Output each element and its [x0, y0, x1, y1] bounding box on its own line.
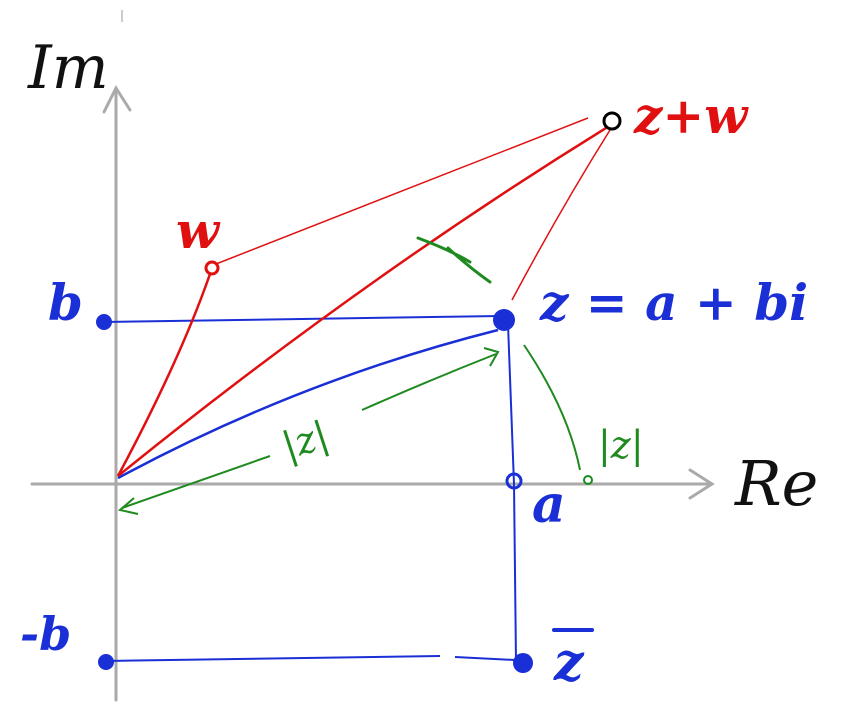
b-horizontal-line — [103, 315, 501, 323]
w-to-zw-line — [215, 117, 589, 265]
label-abs-z-axis: |z| — [598, 423, 644, 467]
label-w: w — [176, 201, 221, 260]
abs-arc — [523, 344, 581, 471]
point-z-plus-w — [602, 111, 622, 131]
point-abs-z — [583, 475, 593, 485]
point-a — [505, 472, 523, 490]
label-abs-z-diagonal: |z| — [277, 412, 334, 468]
label-z-conjugate: z — [553, 632, 585, 693]
minus-b-horizontal-line-left — [105, 655, 441, 662]
label-a: a — [532, 474, 566, 535]
z-plus-w-vector — [117, 126, 607, 477]
perpendicular-tick-mark — [416, 236, 492, 284]
point-b — [96, 314, 112, 330]
z-vector — [117, 328, 499, 480]
abs-arrow-lower — [121, 455, 271, 509]
re-axis-label: Re — [734, 447, 818, 520]
point-w — [204, 260, 220, 276]
im-axis-label: Im — [27, 33, 109, 103]
abs-arrow-lower-head — [117, 497, 139, 515]
real-axis — [30, 468, 715, 500]
abs-arrow-upper-head — [483, 347, 500, 367]
point-z-conjugate — [513, 653, 533, 673]
a-vertical-line — [507, 323, 517, 663]
label-z-plus-w: z+w — [633, 86, 749, 145]
imaginary-axis — [102, 84, 132, 702]
label-b: b — [48, 273, 83, 332]
abs-arrow-upper — [361, 353, 497, 411]
point-z — [493, 309, 515, 331]
z-to-zw-line — [511, 129, 611, 301]
minus-b-horizontal-line-right — [454, 656, 516, 661]
label-minus-b: -b — [20, 607, 71, 661]
w-vector — [116, 273, 212, 477]
point-minus-b — [98, 654, 114, 670]
label-z-definition: z = a + bi — [539, 273, 808, 332]
